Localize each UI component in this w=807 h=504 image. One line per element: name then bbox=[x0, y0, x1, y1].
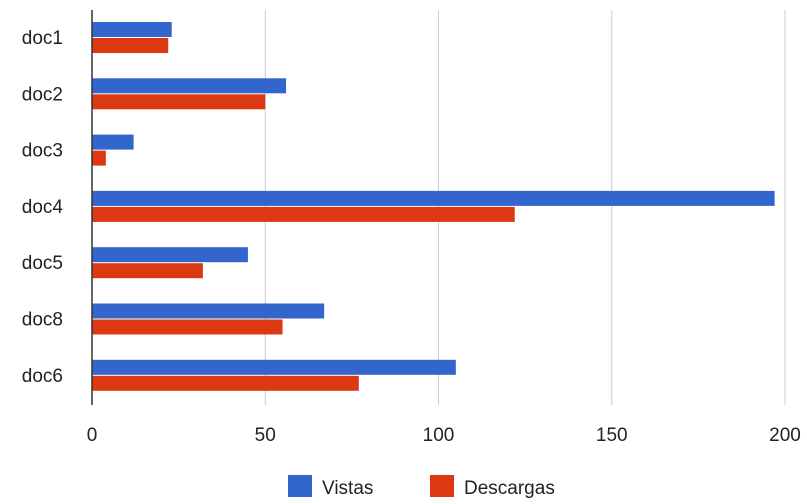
bar-vistas-doc8 bbox=[92, 303, 325, 319]
bar-descargas-doc6 bbox=[92, 375, 359, 391]
x-tick-label: 150 bbox=[596, 425, 628, 446]
y-category-label: doc3 bbox=[22, 141, 63, 162]
x-tick-label: 50 bbox=[255, 425, 276, 446]
y-category-label: doc5 bbox=[22, 253, 63, 274]
y-category-label: doc8 bbox=[22, 310, 63, 331]
bar-descargas-doc8 bbox=[92, 319, 283, 335]
bar-descargas-doc3 bbox=[92, 150, 106, 166]
x-tick-label: 0 bbox=[87, 425, 98, 446]
legend-swatch-vistas bbox=[288, 475, 312, 497]
y-category-label: doc2 bbox=[22, 84, 63, 105]
bar-descargas-doc2 bbox=[92, 94, 266, 110]
labels: 0 50 100 150 200 doc1 doc2 doc3 doc4 doc5 doc8 doc6 bbox=[22, 28, 801, 446]
y-category-label: doc1 bbox=[22, 28, 63, 49]
bar-vistas-doc5 bbox=[92, 247, 248, 263]
bar-vistas-doc3 bbox=[92, 134, 134, 150]
bar-vistas-doc4 bbox=[92, 190, 775, 206]
y-category-label: doc4 bbox=[22, 197, 64, 218]
x-tick-label: 100 bbox=[423, 425, 455, 446]
bar-vistas-doc2 bbox=[92, 78, 287, 94]
bar-vistas-doc6 bbox=[92, 359, 456, 375]
y-category-label: doc6 bbox=[22, 366, 63, 387]
x-tick-label: 200 bbox=[769, 425, 801, 446]
bar-vistas-doc1 bbox=[92, 22, 172, 37]
legend: Vistas Descargas bbox=[288, 475, 555, 499]
legend-label-descargas: Descargas bbox=[464, 478, 555, 499]
legend-swatch-descargas bbox=[430, 475, 454, 497]
bar-descargas-doc5 bbox=[92, 263, 203, 279]
legend-label-vistas: Vistas bbox=[322, 478, 373, 499]
bar-descargas-doc4 bbox=[92, 206, 515, 222]
bar-descargas-doc1 bbox=[92, 38, 169, 53]
bars bbox=[92, 22, 775, 391]
